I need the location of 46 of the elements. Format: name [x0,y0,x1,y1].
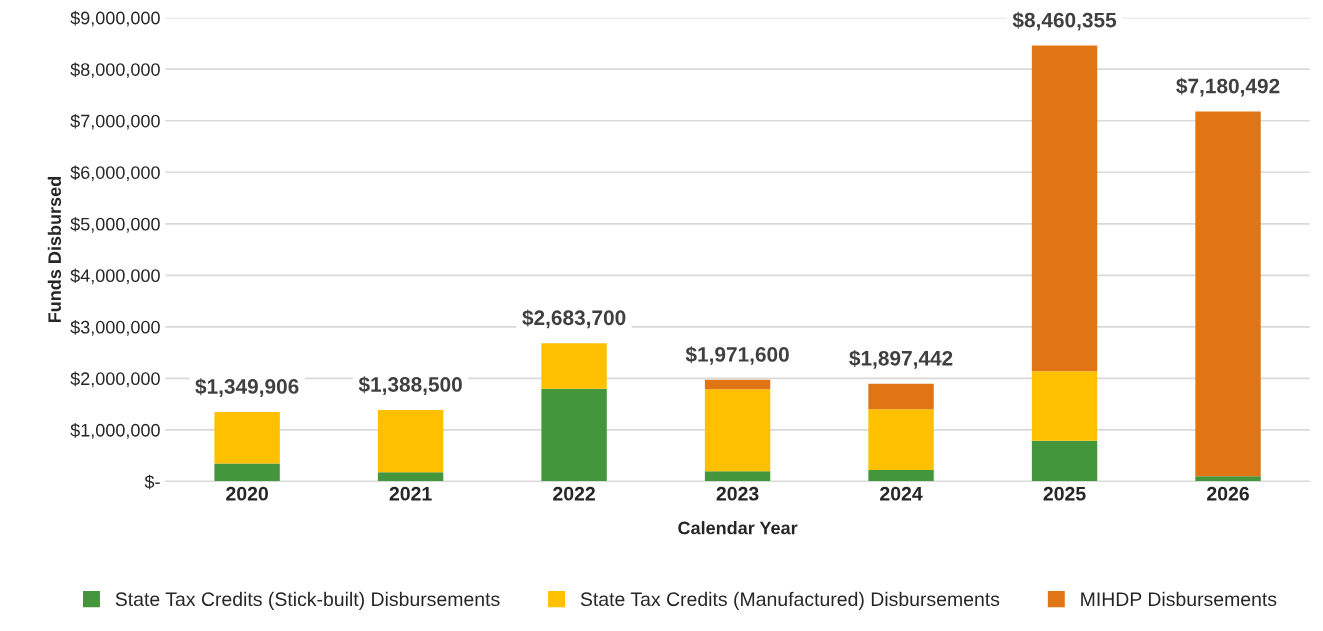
y-axis-title: Funds Disbursed [47,177,62,323]
x-tick-label: 2026 [1207,486,1249,501]
total-label: $1,388,500 [358,376,462,395]
bar [377,409,444,473]
total-label: $8,460,355 [1012,11,1117,31]
bar [541,388,607,482]
legend-label: MIHDP Disbursements [1081,591,1277,607]
bar [704,379,771,390]
x-tick-label: 2023 [716,486,759,501]
total-label: $1,971,600 [685,346,789,365]
y-tick-label: $3,000,000 [70,320,160,336]
x-tick-label: 2020 [226,486,268,501]
bar [541,343,607,389]
total-label: $1,349,906 [195,378,299,397]
x-axis-title: Calendar Year [678,521,798,535]
bar [214,463,280,482]
bar [1031,440,1098,482]
bar [1031,45,1098,372]
y-tick-label: $7,000,000 [70,113,160,130]
y-tick-label: $4,000,000 [70,268,160,285]
y-tick-label: $- [144,474,160,490]
x-tick-label: 2022 [553,486,595,501]
y-tick-label: $2,000,000 [70,371,160,388]
y-tick-label: $6,000,000 [70,165,160,182]
x-tick-label: 2021 [389,486,432,501]
bar [868,383,934,410]
bar [377,472,444,482]
bar [868,409,934,471]
legend-label: State Tax Credits (Manufactured) Disbursements [580,591,1000,610]
y-tick-label: $1,000,000 [70,423,160,439]
y-tick-label: $9,000,000 [70,10,160,27]
legend-label: State Tax Credits (Stick-built) Disbursements [115,591,500,610]
bar [868,470,934,482]
bar [704,471,771,482]
y-tick-label: $8,000,000 [70,62,160,79]
x-tick-label: 2024 [880,486,923,501]
bar [214,411,280,464]
bar [1195,111,1261,477]
total-label: $2,683,700 [522,309,626,329]
x-tick-label: 2025 [1043,486,1086,501]
bar [704,389,771,472]
y-tick-label: $5,000,000 [70,216,160,233]
total-label: $7,180,492 [1176,77,1280,97]
total-label: $1,897,442 [849,349,953,369]
bar [1195,476,1261,482]
bar [1031,371,1098,441]
